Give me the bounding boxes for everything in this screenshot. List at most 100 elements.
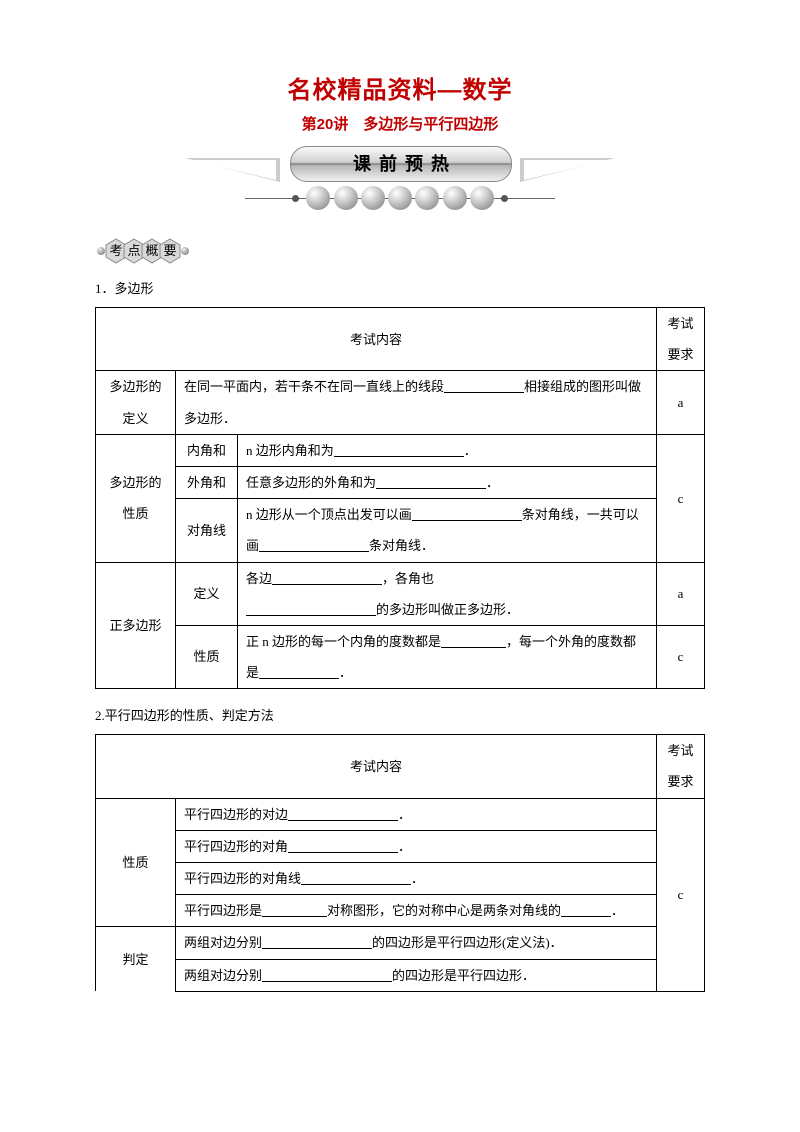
bead-icon — [470, 186, 494, 210]
text: 的多边形叫做正多边形． — [376, 602, 519, 617]
table-row: 考试内容 考试 要求 — [96, 735, 705, 798]
blank — [334, 443, 464, 457]
cell-text: 平行四边形的对边 ． — [176, 798, 657, 830]
table-row: 多边形的性质 内角和 n 边形内角和为． c — [96, 434, 705, 466]
text: 对称图形，它的对称中心是两条对角线的 — [327, 903, 561, 918]
bead-icon — [443, 186, 467, 210]
text: 平行四边形的对边 — [184, 807, 288, 822]
text: 在同一平面内，若干条不在同一直线上的线段 — [184, 379, 444, 394]
cell-text: n 边形从一个顶点出发可以画条对角线，一共可以画条对角线． — [238, 499, 657, 562]
cell-prop-label: 多边形的性质 — [96, 434, 176, 562]
cell-sub: 对角线 — [176, 499, 238, 562]
text: 平行四边形的对角 — [184, 839, 288, 854]
col-header-req: 考试 要求 — [657, 308, 705, 371]
text: ． — [339, 665, 352, 680]
banner-graphic: 课前预热 — [185, 146, 615, 216]
cell-sub: 性质 — [176, 625, 238, 688]
banner-right-triangle — [520, 158, 615, 182]
cell-text: n 边形内角和为 ． — [238, 434, 657, 466]
table-row: 对角线 n 边形从一个顶点出发可以画条对角线，一共可以画条对角线． — [96, 499, 705, 562]
table-parallelogram: 考试内容 考试 要求 性质 平行四边形的对边． c 平行四边形的对角． 平行四边… — [95, 734, 705, 992]
subtitle-mid: 讲 — [333, 116, 363, 133]
text: ． — [611, 903, 624, 918]
subtitle-prefix: 第 — [302, 116, 317, 133]
blank — [262, 968, 392, 982]
cell-det-label: 判定 — [96, 927, 176, 991]
blank — [288, 807, 398, 821]
col-header-req: 考试 要求 — [657, 735, 705, 798]
hex-icon: 要 — [159, 238, 181, 264]
subtitle-topic: 多边形与平行四边形 — [363, 116, 498, 133]
cell-text: 两组对边分别的四边形是平行四边形(定义法)． — [176, 927, 657, 959]
cell-prop-label: 性质 — [96, 798, 176, 927]
blank — [246, 602, 376, 616]
blank — [412, 507, 522, 521]
hex-char: 要 — [163, 243, 176, 258]
bead-icon — [388, 186, 412, 210]
hex-char: 点 — [127, 243, 140, 258]
hex-char: 考 — [109, 243, 122, 258]
bead-icon — [306, 186, 330, 210]
text: ． — [486, 475, 499, 490]
blank — [288, 839, 398, 853]
cell-def-label: 多边形的定义 — [96, 371, 176, 434]
text: 平行四边形的对角线 — [184, 871, 301, 886]
section-label: 考点概要 — [95, 236, 225, 264]
text: 各边 — [246, 571, 272, 586]
sub-title: 第20讲 多边形与平行四边形 — [95, 113, 705, 134]
text: ． — [411, 871, 424, 886]
table-row: 多边形的定义 在同一平面内，若干条不在同一直线上的线段相接组成的图形叫做多边形．… — [96, 371, 705, 434]
cell-text: 正 n 边形的每一个内角的度数都是，每一个外角的度数都是． — [238, 625, 657, 688]
text: 的四边形是平行四边形． — [392, 968, 535, 983]
cell-sub: 外角和 — [176, 466, 238, 498]
cell-sub: 定义 — [176, 562, 238, 625]
bead-icon — [334, 186, 358, 210]
cell-req: a — [657, 371, 705, 434]
subtitle-num: 20 — [317, 116, 334, 133]
text: 条对角线． — [369, 538, 434, 553]
cell-text: 各边 ，各角也的多边形叫做正多边形． — [238, 562, 657, 625]
table-row: 外角和 任意多边形的外角和为 ． — [96, 466, 705, 498]
blank — [272, 571, 382, 585]
blank — [561, 903, 611, 917]
text: 正 n 边形的每一个内角的度数都是 — [246, 634, 441, 649]
cell-sub: 内角和 — [176, 434, 238, 466]
cell-reg-label: 正多边形 — [96, 562, 176, 689]
table-row: 平行四边形的对角线 ． — [96, 863, 705, 895]
text: ． — [464, 443, 477, 458]
cell-text: 平行四边形的对角线 ． — [176, 863, 657, 895]
table-polygons: 考试内容 考试 要求 多边形的定义 在同一平面内，若干条不在同一直线上的线段相接… — [95, 307, 705, 689]
blank — [259, 538, 369, 552]
table-row: 正多边形 定义 各边，各角也的多边形叫做正多边形． a — [96, 562, 705, 625]
bead-icon — [415, 186, 439, 210]
table-row: 两组对边分别 的四边形是平行四边形． — [96, 959, 705, 991]
table-row: 判定 两组对边分别的四边形是平行四边形(定义法)． — [96, 927, 705, 959]
table-row: 平行四边形的对角． — [96, 830, 705, 862]
section2-heading: 2.平行四边形的性质、判定方法 — [95, 705, 705, 724]
text: 平行四边形是 — [184, 903, 262, 918]
text: ，各角也 — [382, 571, 434, 586]
banner-beads — [185, 186, 615, 210]
cell-req: c — [657, 434, 705, 562]
dot-icon — [181, 247, 189, 255]
main-title: 名校精品资料—数学 — [95, 70, 705, 105]
col-header-content: 考试内容 — [96, 735, 657, 798]
table-row: 性质 正 n 边形的每一个内角的度数都是，每一个外角的度数都是． c — [96, 625, 705, 688]
blank — [259, 665, 339, 679]
blank — [376, 475, 486, 489]
text: n 边形从一个顶点出发可以画 — [246, 507, 412, 522]
bead-end-icon — [501, 195, 508, 202]
table-row: 性质 平行四边形的对边． c — [96, 798, 705, 830]
cell-text: 平行四边形的对角． — [176, 830, 657, 862]
text: n 边形内角和为 — [246, 443, 334, 458]
blank — [262, 903, 327, 917]
blank — [262, 935, 372, 949]
cell-text: 平行四边形是 对称图形，它的对称中心是两条对角线的 ． — [176, 895, 657, 927]
text: 两组对边分别 — [184, 935, 262, 950]
text: ． — [398, 807, 411, 822]
text: 两组对边分别 — [184, 968, 262, 983]
blank — [444, 379, 524, 393]
cell-req: a — [657, 562, 705, 625]
cell-text: 两组对边分别 的四边形是平行四边形． — [176, 959, 657, 991]
text: 任意多边形的外角和为 — [246, 475, 376, 490]
